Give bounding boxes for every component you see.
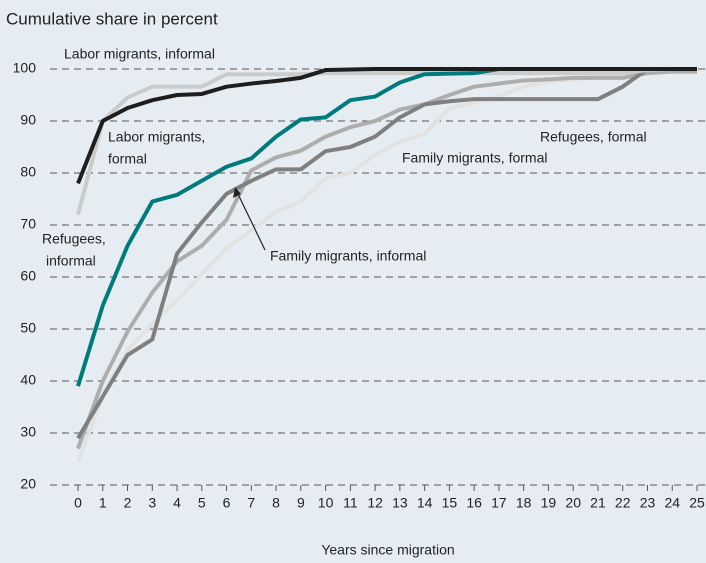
- x-tick-label: 3: [148, 495, 156, 511]
- y-tick-label: 70: [20, 216, 36, 232]
- y-tick-label: 30: [20, 424, 36, 440]
- x-tick-label: 1: [99, 495, 107, 511]
- x-tick-label: 22: [615, 495, 631, 511]
- chart-title: Cumulative share in percent: [6, 9, 218, 28]
- annotation-arrowhead: [233, 187, 241, 198]
- x-tick-label: 5: [198, 495, 206, 511]
- series-label: Family migrants, formal: [402, 150, 547, 166]
- x-tick-label: 18: [516, 495, 532, 511]
- x-tick-label: 15: [442, 495, 458, 511]
- y-tick-label: 50: [20, 320, 36, 336]
- x-tick-label: 14: [417, 495, 433, 511]
- series-label: Labor migrants,: [108, 129, 205, 145]
- series-label: informal: [46, 253, 96, 269]
- series-label: Family migrants, informal: [270, 248, 426, 264]
- x-tick-label: 20: [565, 495, 581, 511]
- y-tick-label: 100: [13, 60, 37, 76]
- x-axis-label: Years since migration: [321, 542, 454, 558]
- x-tick-label: 2: [124, 495, 132, 511]
- series-line: [76, 69, 697, 450]
- x-tick-label: 24: [664, 495, 680, 511]
- series-line: [76, 67, 697, 440]
- x-tick-label: 0: [74, 495, 82, 511]
- x-tick-label: 12: [367, 495, 383, 511]
- x-tick-label: 17: [491, 495, 507, 511]
- x-tick-label: 4: [173, 495, 181, 511]
- x-tick-label: 10: [318, 495, 334, 511]
- x-tick-label: 13: [392, 495, 408, 511]
- annotation-arrow: [236, 191, 266, 251]
- y-tick-label: 60: [20, 268, 36, 284]
- x-tick-label: 11: [343, 495, 358, 511]
- y-tick-label: 80: [20, 164, 36, 180]
- series-label: formal: [108, 151, 147, 167]
- x-tick-label: 16: [466, 495, 482, 511]
- series-line: [76, 67, 697, 216]
- x-tick-label: 19: [541, 495, 557, 511]
- x-tick-label: 25: [689, 495, 705, 511]
- x-tick-label: 23: [640, 495, 656, 511]
- series-line: [76, 67, 697, 185]
- x-tick-label: 6: [223, 495, 231, 511]
- series-label: Labor migrants, informal: [64, 46, 215, 62]
- x-tick-label: 7: [247, 495, 255, 511]
- x-tick-label: 9: [297, 495, 305, 511]
- y-tick-label: 20: [20, 476, 36, 492]
- y-tick-label: 90: [20, 112, 36, 128]
- series-label: Refugees,: [42, 231, 106, 247]
- x-tick-label: 8: [272, 495, 280, 511]
- y-tick-label: 40: [20, 372, 36, 388]
- series-label: Refugees, formal: [540, 129, 647, 145]
- x-tick-label: 21: [590, 495, 606, 511]
